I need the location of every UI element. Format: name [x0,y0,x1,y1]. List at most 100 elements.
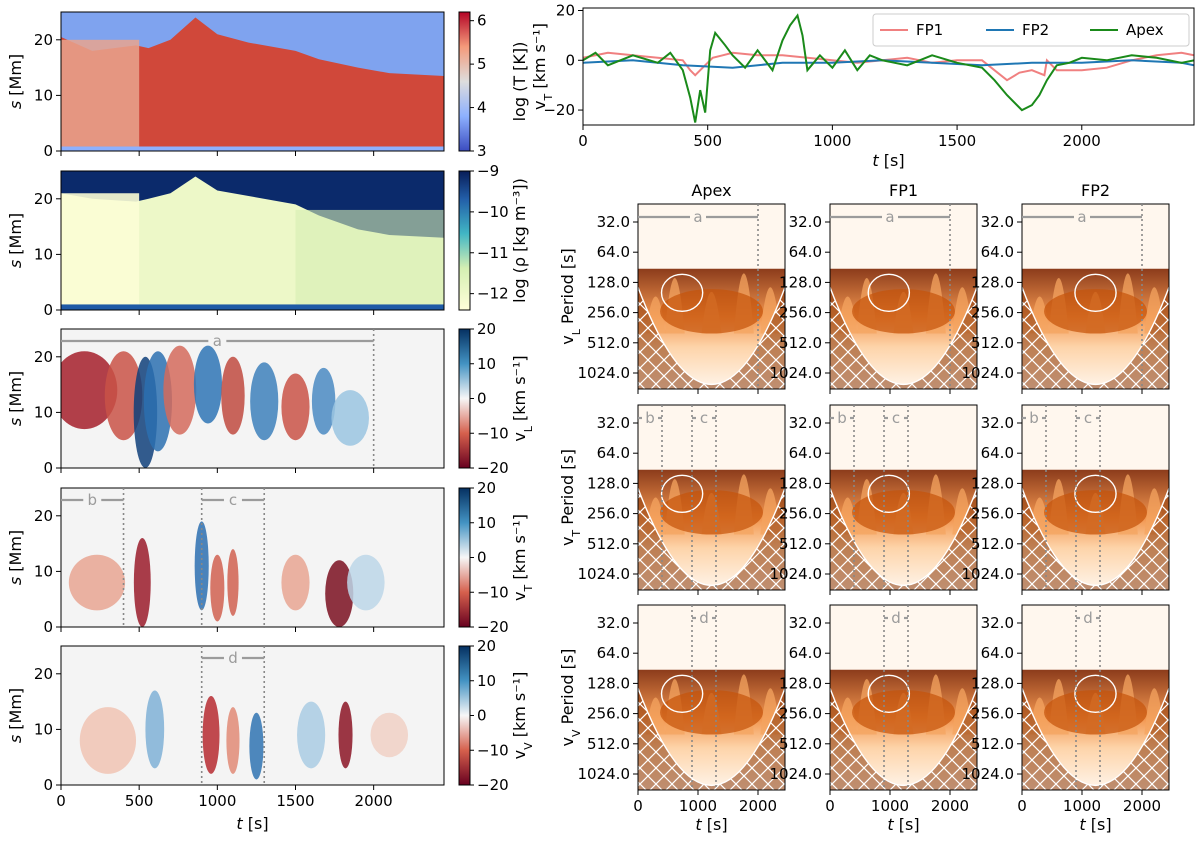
wavelet-image [830,605,977,790]
colorbar-tick-label: −20 [477,776,509,794]
y-tick-label: 20 [556,1,575,19]
y-tick-label: 128.0 [587,674,630,692]
y-tick-label: 32.0 [597,614,630,632]
colorbar [458,645,471,786]
interval-label-d: d [1083,609,1093,627]
legend: FP1 FP2 Apex [872,13,1190,47]
y-tick-label: 1024.0 [962,765,1015,783]
series-line-FP1 [583,51,1194,82]
colorbar [458,11,471,152]
interval-label-c: c [700,409,708,427]
interval-label-c: c [229,491,237,509]
panel-frame [637,604,786,791]
y-tick-label: 1024.0 [578,765,631,783]
y-tick-label: 256.0 [971,304,1014,322]
colorbar-tick-label: 20 [477,637,496,655]
y-tick-label: 256.0 [971,705,1014,723]
y-tick-label: 10 [34,562,53,580]
y-tick-label: 128.0 [971,474,1014,492]
wavelet-row-ylabel-2: vV Period [s] [558,649,583,747]
panel-frame [60,11,445,152]
y-tick-label: 32.0 [981,614,1014,632]
x-tick-label: 2000 [1063,132,1101,150]
wavelet-panel-r2-c1: 32.0 64.0 128.0 256.0 512.0 1024.00 1000 2000 d t… [770,604,978,834]
colorbar-tick-label: 10 [477,355,496,373]
colorbar-tick-label: 4 [477,99,487,117]
panel-frame [637,203,786,390]
y-tick-label: 20 [34,348,53,366]
legend-frame [872,13,1190,47]
colorbar-label: log (T [K]) [510,42,529,122]
x-tick-label: 0 [825,797,835,815]
x-axis-label: t [s] [872,151,904,170]
x-tick-label: 1000 [198,792,236,810]
panel-frame [829,404,978,591]
colorbar [458,170,471,311]
y-tick-label: 128.0 [587,474,630,492]
y-tick-label: 128.0 [779,674,822,692]
interval-label-a: a [693,208,702,226]
y-tick-label: 512.0 [971,334,1014,352]
interval-label-c: c [892,409,900,427]
y-axis-label: vT [km s⁻¹] [530,23,555,110]
panel-frame [829,203,978,390]
y-tick-label: 512.0 [587,334,630,352]
interval-label-b: b [1029,409,1039,427]
y-tick-label: 512.0 [587,535,630,553]
series-line-FP2 [583,59,1194,69]
y-axis-label: s [Mm] [6,54,25,109]
wavelet-panel-r2-c2: 32.0 64.0 128.0 256.0 512.0 1024.00 1000 2000 d t… [962,604,1170,834]
colorbar-tick-label: 5 [477,55,487,73]
legend-label-FP1: FP1 [916,21,943,39]
interval-label-a: a [213,332,222,350]
heatmap-panel-vV: 0 10 20 0 500 1000 1500 2000 s [Mm] 20 10 0 −10 −20vV… [6,637,535,810]
wavelet-panel-r0-c1: 32.0 64.0 128.0 256.0 512.0 1024.0 a [770,203,978,394]
y-axis-label: s [Mm] [6,688,25,743]
y-tick-label: 1024.0 [578,364,631,382]
y-tick-label: 128.0 [779,474,822,492]
y-tick-label: 64.0 [597,243,630,261]
colorbar-tick-label: 6 [477,12,487,30]
y-tick-label: 20 [34,665,53,683]
colorbar-tick-label: 0 [477,549,487,567]
y-tick-label: 64.0 [597,644,630,662]
x-axis-label: t [s] [236,814,268,833]
colorbar-tick-label: −11 [477,244,509,262]
y-tick-label: 0 [565,51,575,69]
wavelet-image [638,605,785,790]
legend-label-FP2: FP2 [1022,21,1049,39]
y-tick-label: 512.0 [779,735,822,753]
y-tick-label: 512.0 [779,535,822,553]
wavelet-image [1022,204,1169,389]
heatmap-image [61,171,444,310]
colorbar-label: vL [km s⁻¹] [510,355,535,441]
colorbar-tick-label: −10 [477,424,509,442]
y-tick-label: 64.0 [981,444,1014,462]
y-tick-label: 256.0 [779,705,822,723]
wavelet-image [1022,405,1169,590]
colorbar [458,487,471,628]
y-tick-label: 0 [43,301,53,319]
interval-label-d: d [228,649,238,667]
y-tick-label: 20 [34,507,53,525]
y-tick-label: 128.0 [971,674,1014,692]
y-tick-label: 64.0 [597,444,630,462]
x-tick-label: 2000 [739,797,777,815]
y-tick-label: 10 [34,403,53,421]
colorbar-tick-label: −10 [477,741,509,759]
y-tick-label: 32.0 [597,213,630,231]
wavelet-grid: Apex FP1 FP2 32.0 64.0 128.0 256.0 512.0 1024.0 a… [558,181,1170,834]
colorbar-tick-label: 10 [477,672,496,690]
y-tick-label: 0 [43,776,53,794]
wavelet-panel-r2-c0: 32.0 64.0 128.0 256.0 512.0 1024.00 1000 2000 d t… [578,604,786,834]
y-tick-label: 32.0 [789,414,822,432]
wavelet-row-ylabel-0: vL Period [s] [558,248,583,345]
interval-label-a: a [1077,208,1086,226]
interval-label-b: b [837,409,847,427]
y-tick-label: 32.0 [597,414,630,432]
y-tick-label: 512.0 [971,535,1014,553]
x-tick-label: 1500 [276,792,314,810]
y-tick-label: 10 [34,245,53,263]
interval-label-c: c [1084,409,1092,427]
